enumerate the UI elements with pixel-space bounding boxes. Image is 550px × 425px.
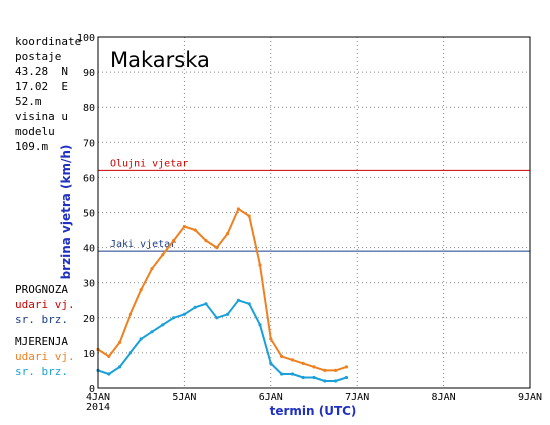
plot-frame	[97, 36, 531, 389]
data-point	[128, 351, 132, 355]
data-point	[118, 365, 122, 369]
data-point	[290, 372, 294, 376]
data-point	[161, 323, 165, 327]
data-point	[344, 375, 348, 380]
station-info-line: postaje	[15, 50, 62, 63]
legend-prognoza-title: PROGNOZA	[15, 283, 68, 296]
data-point	[182, 224, 186, 229]
data-point	[172, 316, 176, 320]
x-tick-label: 5JAN	[172, 392, 196, 403]
reference-line-label: Jaki vjetar	[110, 239, 176, 250]
station-info-line: visina u	[15, 110, 68, 123]
data-point	[280, 354, 284, 358]
legend-mjerenja-title: MJERENJA	[15, 335, 68, 348]
data-point	[247, 302, 251, 306]
y-axis-label: brzina vjetra (km/h)	[59, 145, 73, 280]
data-point	[323, 368, 327, 372]
legend-prognoza-gust: udari vj.	[15, 298, 75, 311]
legend-mjerenja-mean: sr. brz.	[15, 365, 68, 378]
series-line	[97, 208, 347, 372]
data-point	[269, 337, 273, 341]
y-tick-label: 100	[77, 33, 95, 44]
data-point	[226, 232, 230, 236]
data-point	[236, 298, 240, 302]
reference-lines: Olujni vjetar Jaki vjetar	[98, 158, 530, 252]
data-point	[258, 263, 262, 267]
data-point	[280, 372, 284, 376]
station-info-line: 52.m	[15, 95, 42, 108]
data-point	[161, 253, 165, 257]
y-tick-label: 10	[83, 349, 95, 360]
data-point	[290, 358, 294, 362]
data-point	[204, 302, 208, 306]
x-tick-sublabel: 2014	[86, 402, 110, 413]
series-line	[97, 299, 347, 382]
legend-prognoza-mean: sr. brz.	[15, 313, 68, 326]
chart-title: Makarska	[110, 48, 210, 72]
data-point	[150, 267, 154, 271]
y-tick-label: 30	[83, 279, 95, 290]
data-point	[107, 354, 111, 358]
x-axis-label: termin (UTC)	[270, 404, 357, 418]
station-info-line: modelu	[15, 125, 55, 138]
data-point	[258, 323, 262, 327]
station-info: koordinate postaje 43.28 N 17.02 E 52.m …	[15, 34, 81, 154]
y-axis-ticks: 0 10 20 30 40 50 60 70 80 90 100	[77, 33, 95, 395]
data-point	[182, 312, 186, 316]
data-point	[334, 368, 338, 372]
data-point	[107, 372, 111, 376]
data-point	[193, 305, 197, 309]
series-group	[96, 207, 348, 383]
y-tick-label: 0	[89, 384, 95, 395]
data-point	[204, 239, 208, 243]
data-point	[215, 246, 219, 250]
data-point	[139, 288, 143, 292]
data-point	[193, 228, 197, 232]
data-point	[312, 365, 316, 369]
station-info-line: koordinate	[15, 35, 82, 48]
y-tick-label: 50	[83, 209, 95, 220]
y-tick-label: 40	[83, 244, 95, 255]
x-tick-label: 7JAN	[345, 392, 369, 403]
data-point	[247, 214, 251, 218]
data-point	[269, 361, 273, 365]
station-info-line: 109.m	[15, 140, 49, 153]
data-point	[150, 330, 154, 334]
y-tick-label: 80	[83, 103, 95, 114]
data-point	[236, 207, 240, 211]
x-tick-label: 6JAN	[259, 392, 283, 403]
data-point	[301, 361, 305, 365]
data-point	[312, 375, 316, 380]
legend: PROGNOZA udari vj. sr. brz. MJERENJA uda…	[15, 282, 75, 379]
station-info-line: 43.28 N	[15, 65, 68, 78]
data-point	[301, 375, 305, 380]
x-tick-label: 4JAN	[86, 392, 110, 403]
x-tick-label: 8JAN	[432, 392, 456, 403]
data-point	[139, 337, 143, 341]
data-point	[334, 379, 338, 383]
legend-mjerenja-gust: udari vj.	[15, 350, 75, 363]
data-point	[172, 239, 176, 243]
station-info-line: 17.02 E	[15, 80, 68, 93]
data-point	[128, 312, 132, 316]
data-point	[118, 340, 122, 344]
reference-line-label: Olujni vjetar	[110, 158, 188, 169]
data-point	[344, 365, 348, 369]
x-tick-label: 9JAN	[518, 392, 542, 403]
y-tick-label: 90	[83, 68, 95, 79]
y-tick-label: 60	[83, 173, 95, 184]
data-point	[226, 312, 230, 316]
grid	[98, 37, 530, 388]
y-tick-label: 70	[83, 138, 95, 149]
data-point	[215, 316, 219, 320]
data-point	[323, 379, 327, 383]
y-tick-label: 20	[83, 314, 95, 325]
